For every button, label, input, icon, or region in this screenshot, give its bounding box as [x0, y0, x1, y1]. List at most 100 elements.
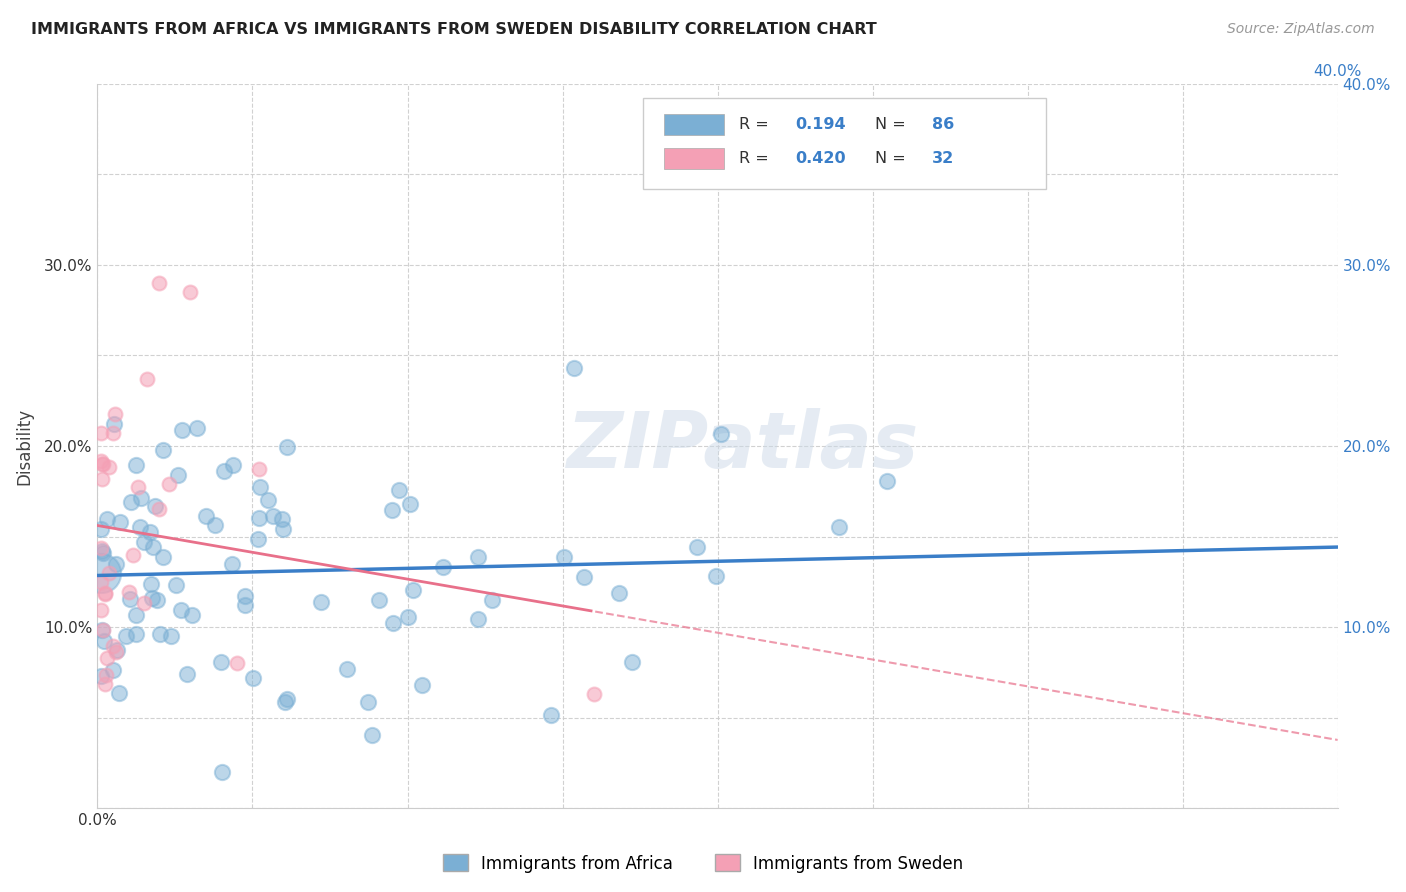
Point [242, 671, 264, 685]
Point [274, 695, 297, 709]
Point [160, 629, 183, 643]
Point [540, 708, 562, 723]
Point [91, 472, 114, 486]
Point [432, 560, 454, 574]
Point [686, 540, 709, 554]
Point [249, 480, 271, 494]
Point [101, 639, 124, 653]
Point [149, 626, 172, 640]
Point [481, 593, 503, 607]
Point [170, 603, 193, 617]
Text: 32: 32 [932, 151, 955, 166]
Point [108, 515, 131, 529]
Point [172, 423, 194, 437]
Point [562, 361, 585, 376]
Point [467, 549, 489, 564]
Point [96, 651, 118, 665]
Point [129, 519, 152, 533]
Point [90, 566, 112, 580]
Point [212, 464, 235, 478]
Point [90, 602, 112, 616]
Point [388, 483, 411, 498]
Point [270, 512, 292, 526]
Point [553, 549, 575, 564]
Point [572, 569, 595, 583]
Point [108, 685, 131, 699]
Point [142, 540, 165, 554]
Point [138, 524, 160, 539]
Point [194, 508, 217, 523]
Point [221, 558, 243, 572]
Legend: Immigrants from Africa, Immigrants from Sweden: Immigrants from Africa, Immigrants from … [436, 847, 970, 880]
Point [828, 520, 851, 534]
Text: IMMIGRANTS FROM AFRICA VS IMMIGRANTS FROM SWEDEN DISABILITY CORRELATION CHART: IMMIGRANTS FROM AFRICA VS IMMIGRANTS FRO… [31, 22, 877, 37]
Point [211, 764, 233, 779]
Point [311, 595, 333, 609]
Point [125, 607, 148, 622]
Point [263, 509, 285, 524]
Text: ZIPatlas: ZIPatlas [567, 408, 918, 484]
Point [141, 577, 163, 591]
Point [607, 586, 630, 600]
Point [367, 593, 389, 607]
Point [399, 497, 422, 511]
Point [233, 599, 256, 613]
Point [146, 593, 169, 607]
Point [104, 557, 127, 571]
Point [360, 728, 382, 742]
Point [257, 493, 280, 508]
Point [152, 443, 174, 458]
Point [101, 663, 124, 677]
Text: Source: ZipAtlas.com: Source: ZipAtlas.com [1227, 22, 1375, 37]
Point [402, 583, 425, 598]
Point [134, 596, 156, 610]
Point [125, 627, 148, 641]
Text: 0.420: 0.420 [796, 151, 846, 166]
Point [186, 421, 208, 435]
Point [103, 425, 125, 440]
Point [93, 634, 115, 648]
Point [336, 662, 359, 676]
Point [226, 657, 249, 671]
Text: R =: R = [738, 117, 773, 132]
Point [233, 589, 256, 603]
Text: 86: 86 [932, 117, 955, 132]
Point [91, 546, 114, 560]
Point [136, 372, 159, 386]
Point [93, 586, 115, 600]
Point [105, 643, 128, 657]
Point [704, 569, 727, 583]
Point [122, 548, 145, 562]
Point [382, 616, 405, 631]
Point [467, 612, 489, 626]
Point [710, 427, 733, 442]
Point [104, 407, 127, 421]
Point [90, 541, 112, 555]
Point [103, 417, 125, 431]
Point [90, 426, 112, 441]
Point [276, 692, 298, 706]
Point [90, 544, 112, 558]
Point [97, 460, 120, 475]
Point [115, 629, 138, 643]
Point [167, 467, 190, 482]
Point [90, 454, 112, 468]
Point [273, 522, 295, 536]
Point [209, 655, 232, 669]
Point [181, 607, 204, 622]
Point [276, 440, 298, 454]
Point [118, 592, 141, 607]
Text: N =: N = [875, 151, 911, 166]
Point [105, 645, 128, 659]
Point [96, 512, 118, 526]
Text: N =: N = [875, 117, 911, 132]
Point [127, 480, 149, 494]
Point [621, 655, 644, 669]
Point [179, 285, 201, 299]
Point [204, 518, 226, 533]
Point [381, 503, 404, 517]
Point [129, 491, 152, 505]
Point [148, 501, 170, 516]
Point [159, 477, 181, 491]
Point [148, 276, 170, 290]
